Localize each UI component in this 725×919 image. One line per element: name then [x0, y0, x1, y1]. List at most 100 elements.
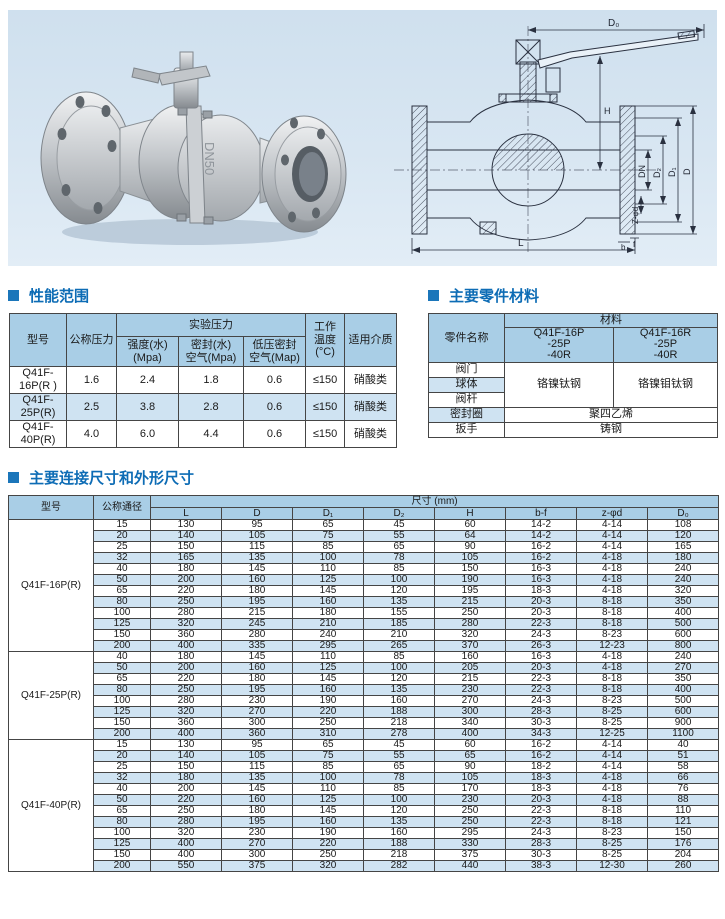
- data-cell: 105: [434, 552, 506, 564]
- data-cell: 16-3: [505, 563, 577, 575]
- data-cell: Q41F-25P(R): [8, 651, 94, 740]
- data-cell: 260: [646, 860, 720, 872]
- data-cell: 100: [292, 552, 364, 564]
- data-cell: 300: [221, 849, 293, 861]
- data-cell: 85: [363, 563, 435, 575]
- data-cell: 80: [93, 596, 151, 608]
- header-cell: D₁: [292, 507, 364, 520]
- data-cell: 108: [646, 519, 720, 531]
- header-cell: 尺寸 (mm): [149, 495, 720, 508]
- data-cell: 12-23: [576, 640, 648, 652]
- data-cell: 16-2: [505, 739, 577, 751]
- table-row: 200 400 335 295 265 370 26-3 12-23 800: [9, 640, 720, 652]
- data-cell: 125: [93, 706, 151, 718]
- table-row: 65 250 180 145 120 250 22-3 8-18 110: [9, 805, 720, 817]
- data-cell: 75: [292, 750, 364, 762]
- data-cell: 160: [292, 684, 364, 696]
- data-cell: 200: [93, 640, 151, 652]
- data-cell: 280: [150, 816, 222, 828]
- data-cell: 140: [150, 530, 222, 542]
- data-cell: 球体: [428, 376, 505, 393]
- data-cell: 65: [292, 519, 364, 531]
- label-z-phi-d: Z-φd: [631, 207, 640, 224]
- data-cell: 100: [93, 607, 151, 619]
- data-cell: 65: [292, 739, 364, 751]
- section-title-performance: 性能范围: [8, 285, 89, 306]
- data-cell: 170: [434, 783, 506, 795]
- data-cell: 160: [363, 827, 435, 839]
- data-cell: 22-3: [505, 816, 577, 828]
- data-cell: 18-3: [505, 585, 577, 597]
- data-cell: 25: [93, 541, 151, 553]
- data-cell: 180: [150, 651, 222, 663]
- data-cell: 75: [292, 530, 364, 542]
- table-header-row: Q41F-16P -25P -40R Q41F-16R -25P -40R: [429, 327, 718, 363]
- table-row: 125 400 270 220 188 330 28-3 8-25 176: [9, 838, 720, 850]
- data-cell: 145: [221, 563, 293, 575]
- data-cell: 铬镍钛钢: [504, 361, 614, 408]
- data-cell: 195: [221, 596, 293, 608]
- data-cell: 125: [292, 574, 364, 586]
- data-cell: 扳手: [428, 421, 505, 438]
- data-cell: 150: [646, 827, 720, 839]
- data-cell: 180: [221, 585, 293, 597]
- data-cell: 215: [434, 673, 506, 685]
- data-cell: 320: [434, 629, 506, 641]
- data-cell: 铸钢: [504, 421, 718, 438]
- data-cell: 硝酸类: [344, 420, 398, 448]
- table-row: 200 550 375 320 282 440 38-3 12-30 260: [9, 860, 720, 872]
- data-cell: 8-18: [576, 596, 648, 608]
- data-cell: 295: [292, 640, 364, 652]
- data-cell: 34-3: [505, 728, 577, 740]
- data-cell: 375: [434, 849, 506, 861]
- header-cell: 密封(水) 空气(Mpa): [178, 336, 244, 367]
- data-cell: 0.6: [242, 393, 307, 421]
- data-cell: 188: [363, 838, 435, 850]
- data-cell: 18-3: [505, 783, 577, 795]
- data-cell: 4-18: [576, 585, 648, 597]
- data-cell: 100: [93, 695, 151, 707]
- data-cell: 215: [221, 607, 293, 619]
- data-cell: 22-3: [505, 673, 577, 685]
- lock-lever: [131, 67, 161, 84]
- valve-cast-marking: DN50: [202, 142, 217, 175]
- data-cell: 440: [434, 860, 506, 872]
- header-cell: 低压密封 空气(Map): [242, 336, 307, 367]
- data-cell: 90: [434, 761, 506, 773]
- data-cell: 195: [434, 585, 506, 597]
- data-cell: 350: [646, 673, 720, 685]
- data-cell: 65: [93, 585, 151, 597]
- data-cell: 265: [363, 640, 435, 652]
- valve-body-section: [411, 30, 699, 241]
- data-cell: 375: [221, 860, 293, 872]
- data-cell: 165: [646, 541, 720, 553]
- left-flange-bolt-holes: [57, 96, 117, 214]
- data-cell: 282: [363, 860, 435, 872]
- table-row: Q41F- 16P(R ) 1.6 2.4 1.8 0.6 ≤150 硝酸类: [9, 366, 398, 394]
- data-cell: 26-3: [505, 640, 577, 652]
- data-cell: 195: [221, 816, 293, 828]
- performance-table: 型号 公称压力 实验压力 工作 温度 (°C) 适用介质 强度(水) (Mpa) 密封(水)…: [9, 313, 398, 448]
- table-row: 32 165 135 100 78 105 16-2 4-18 180: [9, 552, 720, 564]
- data-cell: 85: [363, 651, 435, 663]
- data-cell: 150: [93, 717, 151, 729]
- data-cell: 22-3: [505, 805, 577, 817]
- label-l: L: [518, 238, 524, 249]
- data-cell: 270: [221, 838, 293, 850]
- data-cell: 400: [150, 728, 222, 740]
- data-cell: 800: [646, 640, 720, 652]
- data-cell: 200: [150, 783, 222, 795]
- data-cell: 100: [93, 827, 151, 839]
- data-cell: 220: [292, 838, 364, 850]
- data-cell: 32: [93, 552, 151, 564]
- data-cell: 16-2: [505, 750, 577, 762]
- data-cell: 25: [93, 761, 151, 773]
- data-cell: 230: [434, 684, 506, 696]
- data-cell: 4-14: [576, 761, 648, 773]
- data-cell: 20: [93, 530, 151, 542]
- data-cell: 250: [434, 816, 506, 828]
- data-cell: 30-3: [505, 717, 577, 729]
- table-row: 100 320 230 190 160 295 24-3 8-23 150: [9, 827, 720, 839]
- data-cell: 45: [363, 519, 435, 531]
- data-cell: 125: [292, 662, 364, 674]
